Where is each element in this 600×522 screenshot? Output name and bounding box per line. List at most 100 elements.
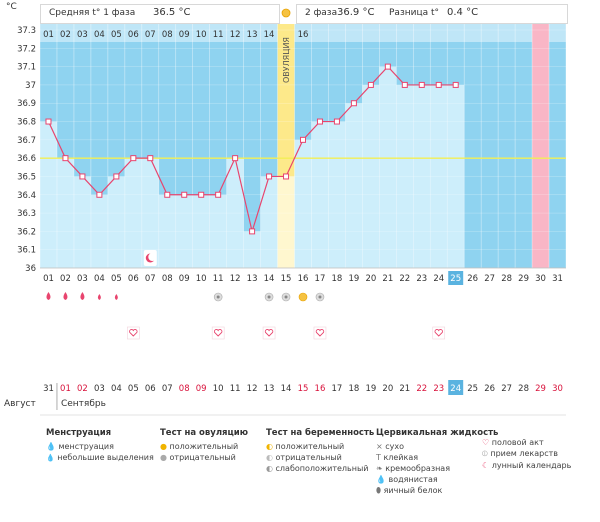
temp-point <box>452 81 459 88</box>
calendar-today-highlight <box>448 380 464 395</box>
temp-point <box>283 173 290 180</box>
month-label-september: Сентябрь <box>61 399 106 409</box>
y-tick-label: 36.7 <box>17 136 36 146</box>
y-tick-label: 36.6 <box>17 154 36 164</box>
y-tick-label: 37.2 <box>17 44 36 54</box>
legend-cervical: Цервикальная жидкость × сухо ꓔ клейкая ❧… <box>376 428 498 496</box>
cycle-day-label: 21 <box>382 274 393 284</box>
calendar-date-label: 15 <box>298 384 309 394</box>
calendar-date-label: 14 <box>281 384 292 394</box>
cycle-day-label: 17 <box>315 274 326 284</box>
today-highlight <box>448 271 464 285</box>
calendar-date-label: 10 <box>213 384 224 394</box>
legend-item: положительный <box>275 442 345 451</box>
calendar-date-label: 19 <box>365 384 376 394</box>
temp-point <box>130 155 137 162</box>
cycle-day-label: 31 <box>552 274 563 284</box>
cycle-day-label: 24 <box>433 274 444 284</box>
y-tick-label: 37.3 <box>17 26 36 36</box>
sticky-icon: ꓔ <box>376 453 381 462</box>
legend-item: клейкая <box>383 453 419 462</box>
cycle-day-label: 04 <box>94 274 105 284</box>
cycle-day-label: 06 <box>128 274 139 284</box>
top-day-label: 13 <box>247 30 258 40</box>
ovulation-label: ОВУЛЯЦИЯ <box>282 37 291 83</box>
top-day-label: 11 <box>213 30 224 40</box>
cycle-day-label: 10 <box>196 274 207 284</box>
top-day-label: 12 <box>230 30 241 40</box>
watery-icon: 💧 <box>376 475 386 484</box>
calendar-date-label: 18 <box>348 384 359 394</box>
moon-icon-cut <box>148 253 157 261</box>
cycle-day-label: 16 <box>298 274 309 284</box>
temp-bar <box>260 176 278 268</box>
legend-item: прием лекарств <box>490 449 558 458</box>
preg-negative-icon: ◐ <box>266 453 273 462</box>
legend-other: ♡ половой акт ⦶ прием лекарств ☾ лунный … <box>482 438 571 470</box>
temp-point <box>316 118 323 125</box>
legend-item: менструация <box>58 442 114 451</box>
cycle-day-label: 26 <box>467 274 478 284</box>
heart-marker-bg <box>432 326 446 340</box>
cycle-day-label: 30 <box>535 274 546 284</box>
y-tick-label: 36.1 <box>17 246 36 256</box>
ovu-test-negative-dot <box>267 295 271 299</box>
legend-item: отрицательный <box>169 453 236 462</box>
temp-point <box>249 228 256 235</box>
drop-icon <box>46 292 51 300</box>
calendar-date-label: 25 <box>467 384 478 394</box>
temp-point <box>181 191 188 198</box>
phase2-box: 2 фаза 36.9 °C Разница t° 0.4 °C <box>296 4 568 24</box>
heart-icon <box>434 329 443 337</box>
heart-marker-bg <box>127 326 140 340</box>
temp-point <box>300 136 306 143</box>
diff-value: 0.4 °C <box>447 7 479 18</box>
legend-item: сухо <box>385 442 405 451</box>
cycle-day-label: 08 <box>162 274 173 284</box>
top-day-label: 03 <box>77 30 88 40</box>
temp-point <box>367 81 374 88</box>
legend-item: отрицательный <box>275 453 342 462</box>
dry-icon: × <box>376 442 383 451</box>
temp-point <box>418 81 425 88</box>
phase1-value: 36.5 °C <box>153 7 191 18</box>
calendar-date-label: 01 <box>60 384 71 394</box>
calendar-date-label: 12 <box>247 384 258 394</box>
temp-bar <box>345 103 363 268</box>
top-day-label: 05 <box>111 30 122 40</box>
calendar-date-label: 30 <box>552 384 563 394</box>
cycle-day-label: 01 <box>43 274 54 284</box>
temp-point <box>232 155 239 162</box>
heart-icon <box>213 329 223 337</box>
top-day-row <box>40 24 566 42</box>
cycle-day-label: 29 <box>518 274 529 284</box>
temp-point <box>333 118 340 125</box>
cycle-day-label: 11 <box>213 274 224 284</box>
temp-bar <box>107 176 125 268</box>
sun-icon <box>281 8 291 18</box>
preg-weak-icon: ◐ <box>266 464 273 473</box>
small-drop-icon <box>97 294 101 300</box>
pill-icon: ⦶ <box>482 449 488 458</box>
temp-bar <box>294 139 312 268</box>
cycle-day-label: 19 <box>348 274 359 284</box>
calendar-date-label: 13 <box>264 384 275 394</box>
top-day-label: 14 <box>264 30 275 40</box>
calendar-date-label: 31 <box>43 384 54 394</box>
phase1-label: Средняя t° 1 фаза <box>49 8 136 18</box>
calendar-date-label: 11 <box>230 384 241 394</box>
temp-bar <box>379 66 397 268</box>
cycle-day-label: 22 <box>399 274 410 284</box>
top-day-label: 01 <box>43 30 54 40</box>
calendar-date-label: 21 <box>399 384 410 394</box>
small-drop-icon <box>114 294 118 300</box>
temp-point <box>198 191 205 198</box>
temp-point <box>147 155 154 162</box>
cycle-day-label: 14 <box>264 274 275 284</box>
cycle-day-label: 07 <box>145 274 156 284</box>
cycle-day-label: 02 <box>60 274 71 284</box>
y-tick-label: 36.2 <box>17 227 36 237</box>
ovu-test-negative-dot <box>318 295 322 299</box>
top-day-label: 06 <box>128 30 139 40</box>
phase1-box: Средняя t° 1 фаза 36.5 °C <box>40 4 280 24</box>
